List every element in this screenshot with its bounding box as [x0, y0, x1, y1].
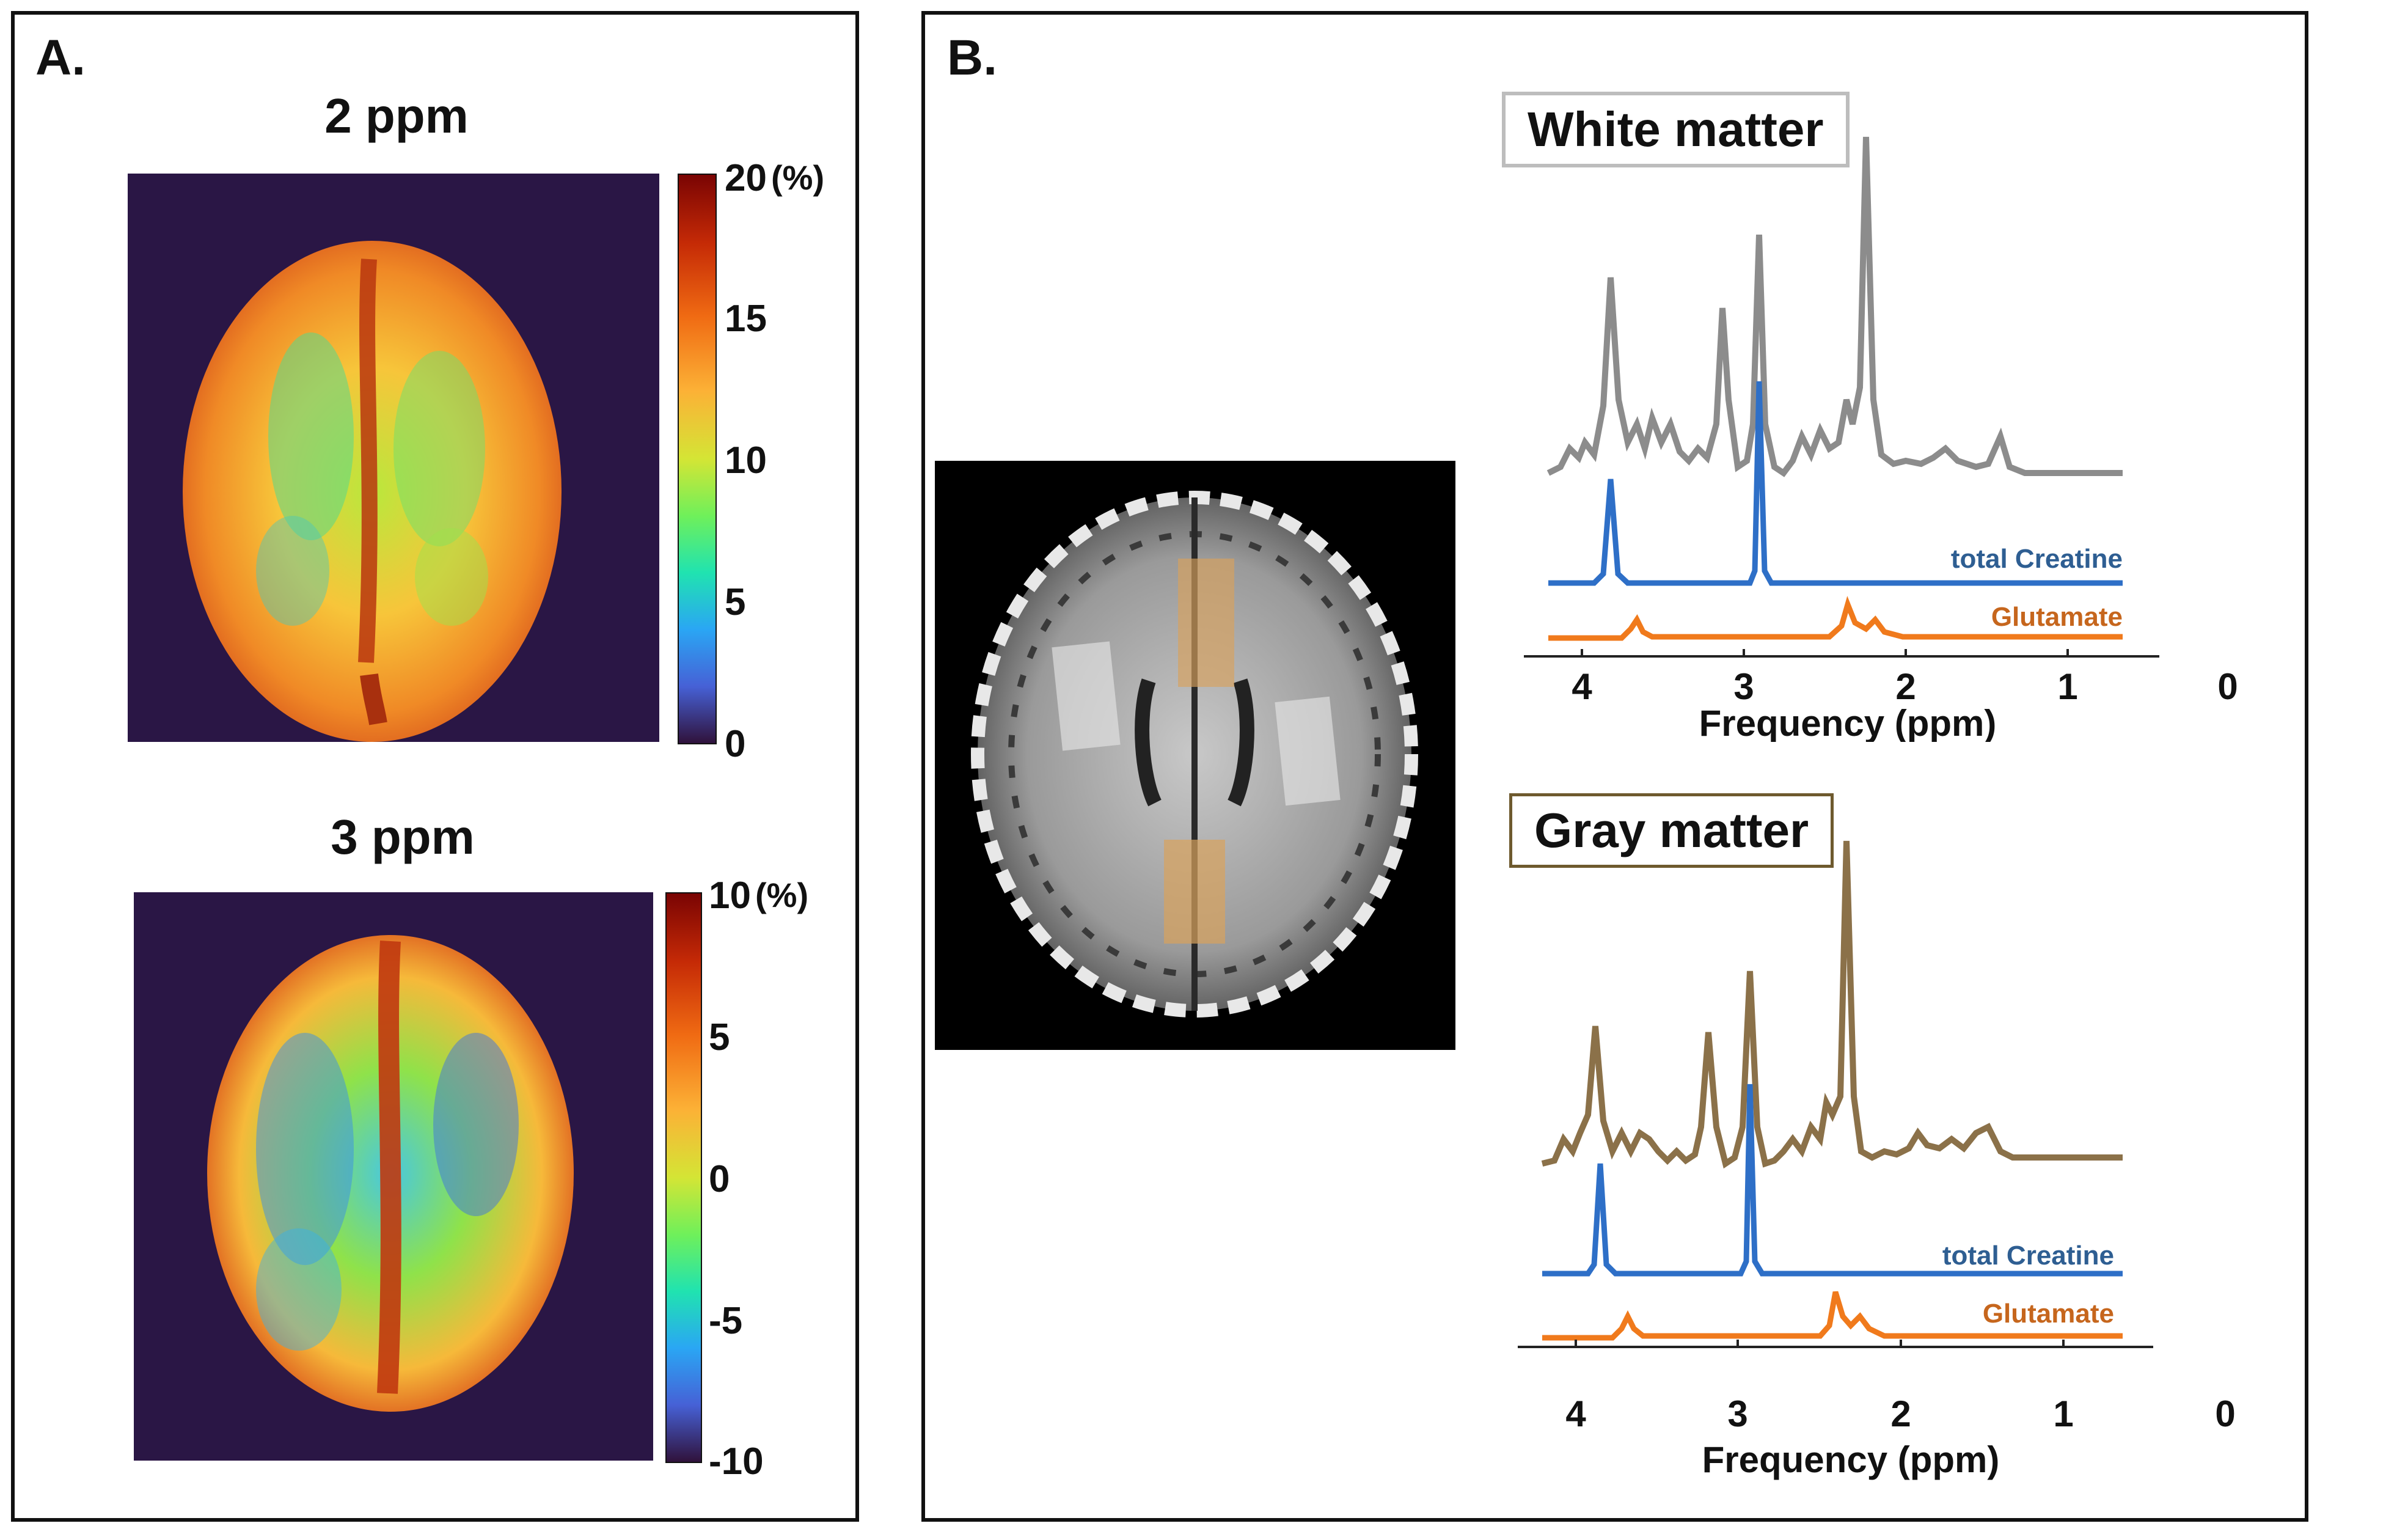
cbar-2ppm-tick-3: 5 — [725, 581, 746, 623]
cbar-3ppm-tick-1: 5 — [709, 1016, 730, 1058]
gm-xlabel: Frequency (ppm) — [1702, 1439, 2000, 1480]
cbar-3ppm-tick-3: -5 — [709, 1300, 743, 1342]
gm-creatine-label: total Creatine — [1942, 1241, 2114, 1271]
cest-map-2ppm — [128, 174, 659, 742]
panel-a-label: A. — [35, 30, 86, 86]
panel-a: A. 2 ppm 20 (%) 15 10 5 0 3 ppm — [11, 11, 859, 1522]
mri-brain-graphic — [971, 491, 1418, 1018]
voxel-gray-matter-anterior — [1178, 559, 1234, 687]
colorbar-3ppm — [665, 892, 702, 1463]
cbar-2ppm-tick-2: 10 — [725, 439, 767, 482]
wm-creatine-label: total Creatine — [1951, 544, 2123, 574]
wm-xtick-4: 4 — [1572, 666, 1592, 707]
spectrum-white-matter: total Creatine Glutamate 4 3 2 1 0 Frequ… — [1524, 136, 2238, 742]
wm-creatine-line — [1548, 381, 2123, 586]
panel-b-label: B. — [947, 30, 997, 86]
legend-white-matter: White matter — [1502, 92, 1850, 167]
panel-b: B. White matter Gray matter — [921, 11, 2308, 1522]
gm-xtick-4: 4 — [1565, 1393, 1586, 1434]
gm-x-ticks — [1575, 1340, 2065, 1347]
voxel-white-matter-left — [1052, 641, 1121, 751]
cbar-3ppm-tick-4: -10 — [709, 1440, 764, 1483]
cbar-2ppm-tick-4: 0 — [725, 723, 746, 765]
cbar-3ppm-tick-2: 0 — [709, 1158, 730, 1200]
cest-map-3ppm — [134, 892, 653, 1461]
wm-spectrum-line — [1546, 136, 2123, 477]
map-title-3ppm: 3 ppm — [331, 810, 475, 864]
map-title-2ppm: 2 ppm — [324, 89, 469, 143]
cbar-3ppm-unit: (%) — [755, 876, 809, 914]
gm-creatine-line — [1542, 1084, 2123, 1277]
gm-xtick-2: 2 — [1890, 1393, 1911, 1434]
cbar-2ppm-unit: (%) — [771, 158, 825, 197]
brain-map-2ppm-graphic — [183, 241, 562, 742]
gm-xtick-0: 0 — [2215, 1393, 2235, 1434]
wm-glutamate-label: Glutamate — [1991, 602, 2123, 632]
wm-x-ticks — [1581, 649, 2069, 656]
cbar-2ppm-tick-0: 20 — [725, 157, 767, 199]
gm-xtick-1: 1 — [2053, 1393, 2073, 1434]
spectrum-gray-matter: total Creatine Glutamate 4 3 2 1 0 Frequ… — [1518, 840, 2236, 1480]
wm-glutamate-line — [1548, 596, 2123, 641]
gm-glutamate-label: Glutamate — [1983, 1299, 2114, 1329]
wm-xtick-0: 0 — [2217, 666, 2238, 707]
cbar-3ppm-tick-0: 10 — [709, 875, 751, 917]
gm-glutamate-line — [1542, 1291, 2123, 1341]
mri-anatomical-image — [935, 461, 1455, 1050]
legend-gray-matter: Gray matter — [1509, 793, 1834, 868]
gm-xtick-3: 3 — [1727, 1393, 1747, 1434]
cbar-2ppm-tick-1: 15 — [725, 298, 767, 340]
wm-xtick-3: 3 — [1733, 666, 1754, 707]
wm-xtick-2: 2 — [1895, 666, 1916, 707]
brain-map-3ppm-graphic — [207, 935, 574, 1412]
colorbar-2ppm — [678, 174, 717, 744]
wm-xlabel: Frequency (ppm) — [1699, 703, 1997, 742]
voxel-gray-matter-posterior — [1164, 840, 1225, 944]
voxel-white-matter-right — [1275, 696, 1341, 806]
gm-spectrum-line — [1541, 840, 2123, 1169]
wm-xtick-1: 1 — [2057, 666, 2077, 707]
